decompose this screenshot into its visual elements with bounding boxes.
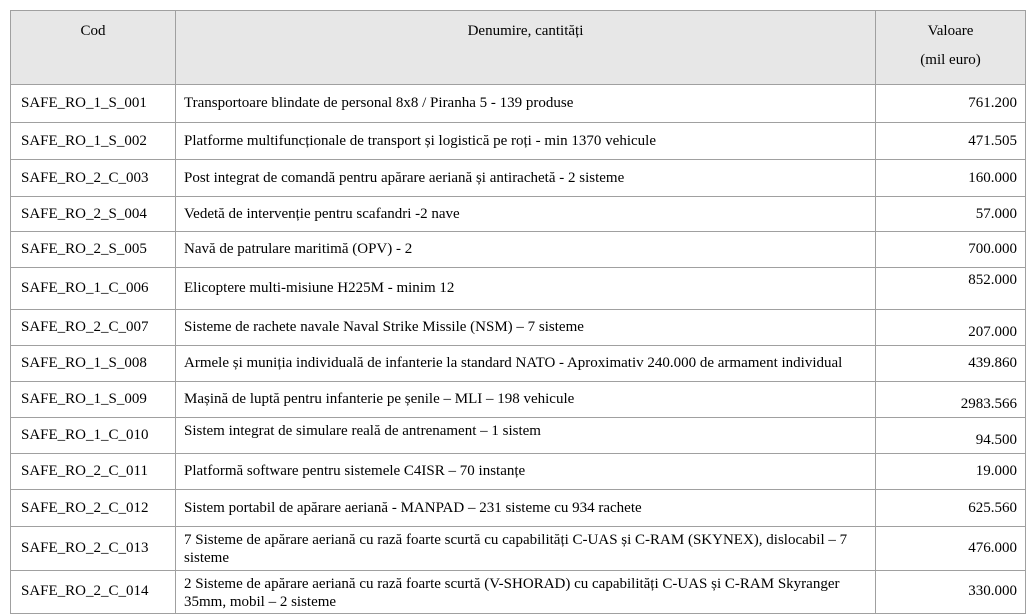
table-row: SAFE_RO_2_S_005 Navă de patrulare mariti… — [10, 231, 1026, 268]
name-cell: Navă de patrulare maritimă (OPV) - 2 — [175, 231, 876, 268]
name-cell: Vedetă de intervenție pentru scafandri -… — [175, 196, 876, 232]
code-cell: SAFE_RO_2_S_005 — [10, 231, 176, 268]
table-row: SAFE_RO_2_C_013 7 Sisteme de apărare aer… — [10, 526, 1026, 571]
value-cell: 57.000 — [875, 196, 1026, 232]
value-cell: 476.000 — [875, 526, 1026, 571]
value-cell: 439.860 — [875, 345, 1026, 382]
table-row: SAFE_RO_1_S_009 Mașină de luptă pentru i… — [10, 381, 1026, 418]
value-cell: 19.000 — [875, 453, 1026, 490]
value-cell: 625.560 — [875, 489, 1026, 527]
name-cell: Post integrat de comandă pentru apărare … — [175, 159, 876, 197]
code-cell: SAFE_RO_2_C_007 — [10, 309, 176, 346]
procurement-table: Cod Denumire, cantități Valoare (mil eur… — [10, 10, 1026, 615]
name-cell: Sistem integrat de simulare reală de ant… — [175, 417, 876, 454]
code-cell: SAFE_RO_2_C_012 — [10, 489, 176, 527]
name-cell: 2 Sisteme de apărare aeriană cu rază foa… — [175, 569, 876, 615]
column-header-value-line2: (mil euro) — [920, 51, 981, 68]
table-row: SAFE_RO_1_C_006 Elicoptere multi-misiune… — [10, 267, 1026, 310]
code-cell: SAFE_RO_1_S_002 — [10, 122, 176, 160]
code-cell: SAFE_RO_2_C_003 — [10, 159, 176, 197]
code-cell: SAFE_RO_2_C_014 — [10, 569, 176, 615]
table-row: SAFE_RO_2_C_007 Sisteme de rachete naval… — [10, 309, 1026, 346]
column-header-value-line1: Valoare — [927, 23, 974, 39]
value-cell: 700.000 — [875, 231, 1026, 268]
value-cell: 2983.566 — [875, 381, 1026, 418]
value-cell: 852.000 — [875, 267, 1026, 310]
value-cell: 160.000 — [875, 159, 1026, 197]
name-cell: Armele și muniția individuală de infante… — [175, 345, 876, 382]
column-header-code: Cod — [10, 10, 176, 85]
code-cell: SAFE_RO_2_C_013 — [10, 526, 176, 571]
table-row: SAFE_RO_2_C_014 2 Sisteme de apărare aer… — [10, 569, 1026, 615]
table-row: SAFE_RO_1_S_002 Platforme multifuncționa… — [10, 122, 1026, 160]
name-cell: Sistem portabil de apărare aeriană - MAN… — [175, 489, 876, 527]
header-row: Cod Denumire, cantități Valoare (mil eur… — [10, 10, 1026, 85]
code-cell: SAFE_RO_1_S_001 — [10, 84, 176, 123]
table-row: SAFE_RO_1_S_008 Armele și muniția indivi… — [10, 345, 1026, 382]
code-cell: SAFE_RO_2_S_004 — [10, 196, 176, 232]
table-row: SAFE_RO_1_S_001 Transportoare blindate d… — [10, 84, 1026, 123]
column-header-name: Denumire, cantități — [175, 10, 876, 85]
table-row: SAFE_RO_2_C_012 Sistem portabil de apăra… — [10, 489, 1026, 527]
name-cell: 7 Sisteme de apărare aeriană cu rază foa… — [175, 526, 876, 571]
code-cell: SAFE_RO_1_C_010 — [10, 417, 176, 454]
code-cell: SAFE_RO_2_C_011 — [10, 453, 176, 490]
value-cell: 761.200 — [875, 84, 1026, 123]
code-cell: SAFE_RO_1_S_009 — [10, 381, 176, 418]
column-header-code-label: Cod — [80, 23, 106, 39]
column-header-value: Valoare (mil euro) — [875, 10, 1026, 85]
value-cell: 471.505 — [875, 122, 1026, 160]
code-cell: SAFE_RO_1_C_006 — [10, 267, 176, 310]
name-cell: Platformă software pentru sistemele C4IS… — [175, 453, 876, 490]
table-row: SAFE_RO_2_C_003 Post integrat de comandă… — [10, 159, 1026, 197]
value-cell: 330.000 — [875, 569, 1026, 615]
value-cell: 207.000 — [875, 309, 1026, 346]
value-cell: 94.500 — [875, 417, 1026, 454]
name-cell: Platforme multifuncționale de transport … — [175, 122, 876, 160]
table-row: SAFE_RO_2_S_004 Vedetă de intervenție pe… — [10, 196, 1026, 232]
name-cell: Sisteme de rachete navale Naval Strike M… — [175, 309, 876, 346]
table-row: SAFE_RO_1_C_010 Sistem integrat de simul… — [10, 417, 1026, 454]
name-cell: Mașină de luptă pentru infanterie pe șen… — [175, 381, 876, 418]
column-header-name-label: Denumire, cantități — [467, 23, 584, 39]
name-cell: Elicoptere multi-misiune H225M - minim 1… — [175, 267, 876, 310]
code-cell: SAFE_RO_1_S_008 — [10, 345, 176, 382]
table-row: SAFE_RO_2_C_011 Platformă software pentr… — [10, 453, 1026, 490]
name-cell: Transportoare blindate de personal 8x8 /… — [175, 84, 876, 123]
